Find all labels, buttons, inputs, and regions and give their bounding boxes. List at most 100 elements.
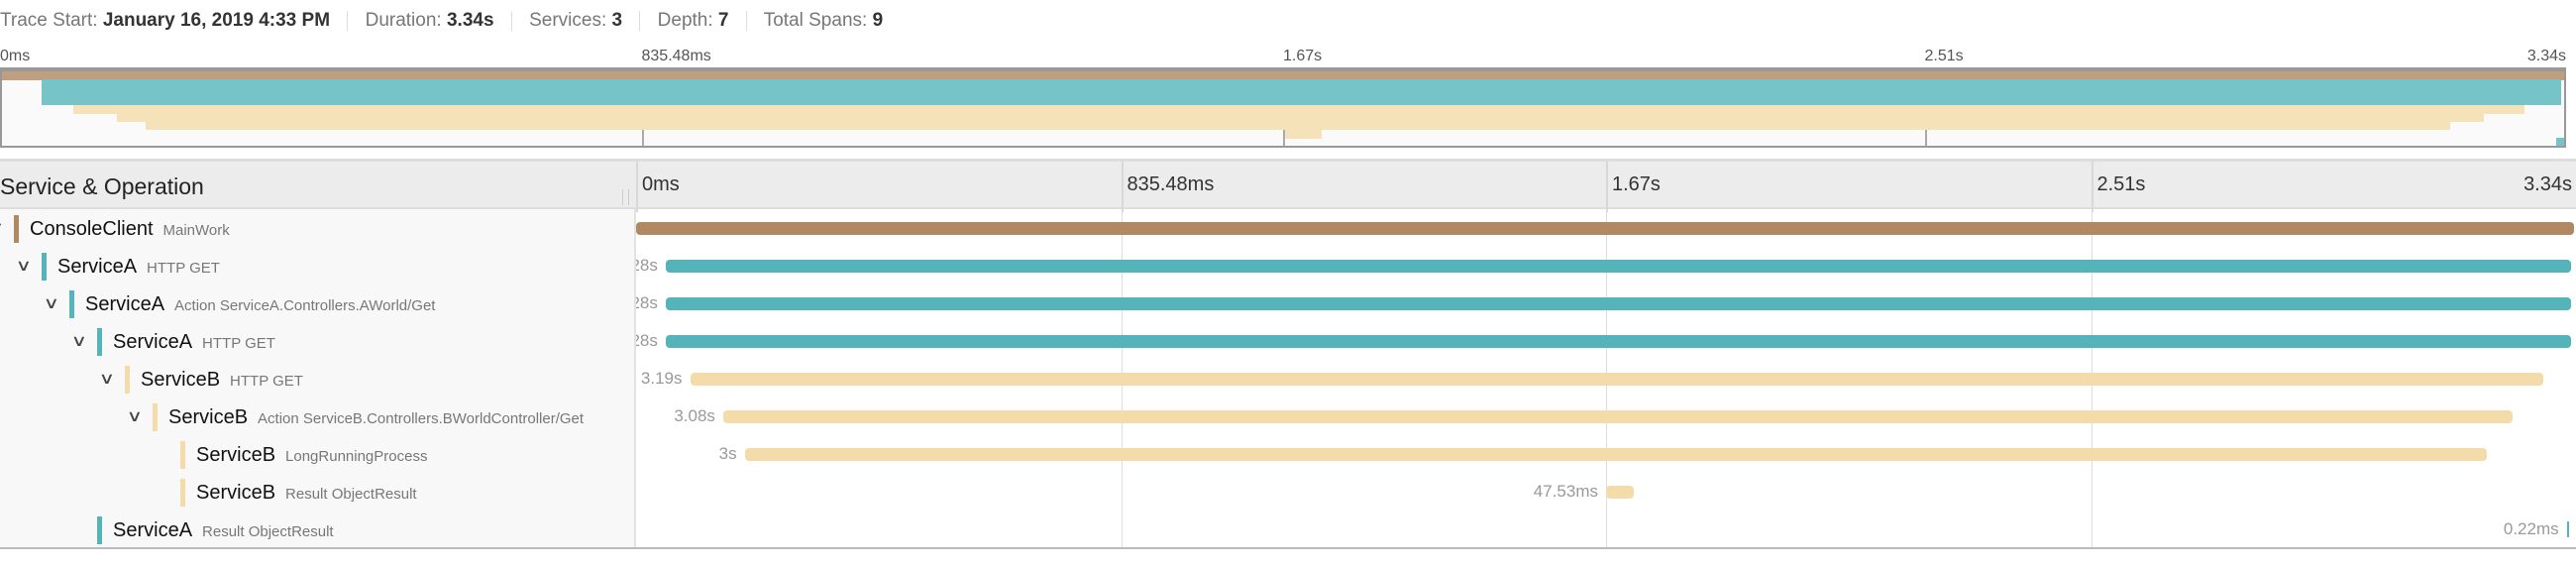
service-name: ServiceA Result ObjectResult	[113, 519, 334, 542]
span-duration-label: 47.53ms	[1533, 482, 1598, 501]
services-value: 3	[611, 10, 623, 31]
minimap-ticks: 0ms 835.48ms 1.67s 2.51s 3.34s	[0, 48, 2576, 67]
minimap-span-bar	[1285, 129, 1322, 139]
span-row[interactable]: ∨ ServiceA HTTP GET	[0, 323, 636, 361]
operation-name: Result ObjectResult	[285, 486, 417, 503]
total-spans-label: Total Spans:	[763, 10, 868, 31]
trace-start-value: January 16, 2019 4:33 PM	[102, 10, 331, 31]
minimap-span-bar	[117, 113, 2484, 122]
service-color-bar	[180, 441, 185, 469]
minimap-tick-label: 2.51s	[1924, 48, 1964, 64]
span-duration-label: 3.19s	[640, 369, 683, 388]
service-name: ServiceB HTTP GET	[141, 369, 303, 392]
services-label: Services:	[529, 10, 607, 31]
divider	[510, 10, 512, 31]
operation-name: HTTP GET	[147, 260, 220, 277]
service-label: ServiceB	[141, 369, 221, 391]
chevron-down-icon[interactable]: ∨	[98, 371, 116, 388]
span-row[interactable]: ∨ ServiceB HTTP GET	[0, 361, 636, 398]
depth-label: Depth:	[657, 10, 713, 31]
span-row[interactable]: ServiceA Result ObjectResult	[0, 512, 636, 549]
minimap-span-bar	[146, 121, 2451, 131]
service-color-bar	[14, 215, 19, 243]
timeline-tick-label: 2.51s	[2096, 173, 2146, 195]
span-bar[interactable]	[665, 297, 2571, 310]
trace-summary: Trace Start: January 16, 2019 4:33 PM Du…	[0, 10, 883, 32]
operation-name: LongRunningProcess	[285, 448, 428, 465]
header-gridline	[1121, 162, 1124, 212]
span-row[interactable]: ∨ ServiceB Action ServiceB.Controllers.BWo…	[0, 398, 636, 436]
span-duration-label: 0.22ms	[2503, 519, 2559, 538]
minimap-span-bar	[2555, 138, 2564, 146]
span-row[interactable]: ∨ ServiceA Action ServiceA.Controllers.AWo…	[0, 285, 636, 323]
chevron-down-icon[interactable]: ∨	[15, 258, 33, 275]
service-color-bar	[69, 290, 74, 318]
service-operation-heading: Service & Operation	[0, 173, 204, 199]
minimap-tick-label: 0ms	[0, 48, 31, 64]
service-color-bar	[125, 366, 130, 394]
header-gridline	[2091, 162, 2093, 212]
span-duration-label: 3.28s	[636, 256, 658, 275]
trace-minimap[interactable]	[0, 67, 2566, 148]
span-bar[interactable]	[1606, 486, 1634, 499]
span-bar[interactable]	[665, 260, 2571, 273]
service-color-bar	[42, 253, 47, 281]
minimap-span-bar	[41, 87, 2562, 97]
divider	[745, 10, 747, 31]
service-label: ServiceA	[85, 293, 165, 315]
timeline-header: Service & Operation 0ms 835.48ms 1.67s 2.51…	[0, 159, 2576, 212]
service-label: ServiceA	[113, 331, 193, 353]
minimap-tick-label: 3.34s	[2526, 48, 2566, 64]
operation-name: HTTP GET	[230, 373, 303, 390]
span-bar[interactable]	[722, 410, 2513, 423]
operation-name: Result ObjectResult	[202, 523, 334, 540]
chevron-down-icon[interactable]: ∨	[0, 218, 4, 238]
timeline-tick-label: 835.48ms	[1127, 173, 1215, 195]
service-label: ServiceA	[113, 519, 193, 541]
chevron-down-icon[interactable]: ∨	[43, 295, 60, 312]
chevron-down-icon[interactable]: ∨	[126, 408, 144, 425]
span-row[interactable]: ServiceB LongRunningProcess	[0, 436, 636, 474]
span-bar[interactable]	[636, 222, 2574, 235]
header-gridline	[636, 162, 638, 212]
minimap-span-bar	[2, 71, 2564, 80]
minimap-tick-label: 835.48ms	[641, 48, 711, 64]
timeline-tick-label: 3.34s	[2523, 173, 2572, 195]
operation-name: Action ServiceB.Controllers.BWorldContro…	[258, 410, 585, 427]
span-duration-label: 3.28s	[636, 331, 658, 350]
span-row[interactable]: ServiceB Result ObjectResult	[0, 474, 636, 512]
service-color-bar	[97, 516, 102, 544]
span-duration-label: 3.28s	[636, 293, 658, 312]
span-bar[interactable]	[690, 373, 2543, 386]
operation-name: MainWork	[162, 222, 230, 239]
service-label: ServiceA	[57, 256, 138, 278]
service-color-bar	[180, 479, 185, 507]
minimap-span-bar	[73, 104, 2524, 114]
service-name: ServiceB Result ObjectResult	[196, 482, 417, 505]
service-color-bar	[153, 403, 158, 431]
minimap-tick-label: 1.67s	[1283, 48, 1323, 64]
timeline-tick-label: 1.67s	[1612, 173, 1661, 195]
column-resizer-handle[interactable]	[622, 189, 629, 205]
service-name: ServiceB Action ServiceB.Controllers.BWor…	[168, 406, 584, 429]
service-name: ServiceA HTTP GET	[113, 331, 275, 354]
duration-value: 3.34s	[446, 10, 494, 31]
span-bar[interactable]	[2566, 521, 2569, 537]
operation-name: HTTP GET	[202, 335, 275, 352]
timeline-tick-label: 0ms	[642, 173, 680, 195]
trace-start-label: Trace Start:	[0, 10, 98, 31]
total-spans-value: 9	[872, 10, 884, 31]
header-gridline	[1606, 162, 1608, 212]
span-bar[interactable]	[665, 335, 2571, 348]
service-color-bar	[97, 328, 102, 356]
operation-name: Action ServiceA.Controllers.AWorld/Get	[174, 297, 436, 314]
span-row[interactable]: ∨ ServiceA HTTP GET	[0, 248, 636, 285]
chevron-down-icon[interactable]: ∨	[70, 333, 88, 350]
span-bar[interactable]	[744, 448, 2488, 461]
service-label: ServiceB	[196, 444, 276, 466]
service-name: ServiceB LongRunningProcess	[196, 444, 427, 467]
span-row[interactable]: ∨ ConsoleClient MainWork	[0, 210, 636, 248]
duration-label: Duration:	[365, 10, 442, 31]
